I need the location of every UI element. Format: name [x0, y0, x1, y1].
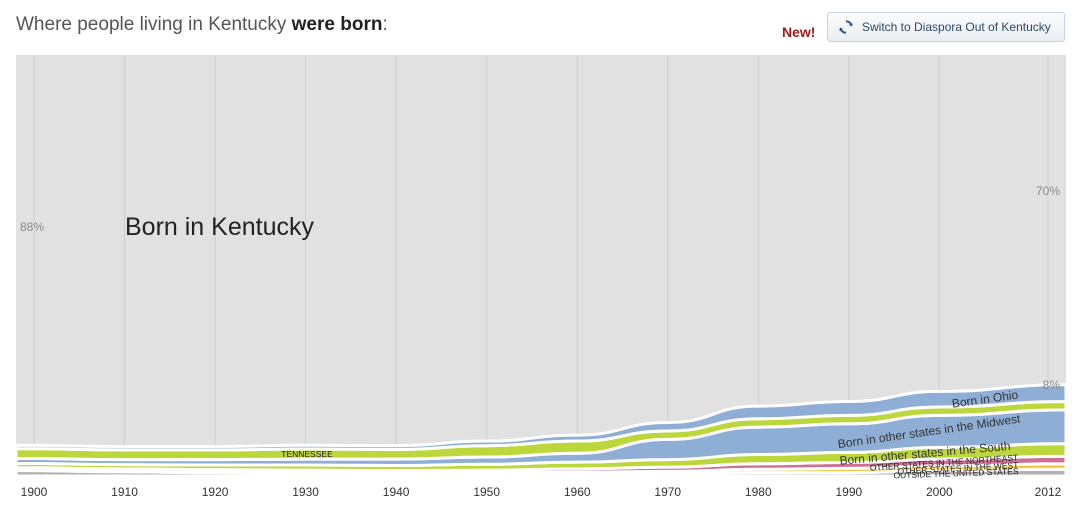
refresh-icon	[838, 19, 854, 35]
x-tick-1980: 1980	[745, 485, 772, 499]
x-tick-2012: 2012	[1035, 485, 1062, 499]
switch-diaspora-button[interactable]: Switch to Diaspora Out of Kentucky	[827, 12, 1065, 42]
kentucky-start-percent: 88%	[20, 220, 44, 234]
x-tick-1940: 1940	[383, 485, 410, 499]
title-suffix: :	[382, 14, 388, 35]
x-tick-1950: 1950	[473, 485, 500, 499]
x-tick-1990: 1990	[835, 485, 862, 499]
x-tick-1960: 1960	[564, 485, 591, 499]
x-tick-1920: 1920	[202, 485, 229, 499]
new-badge: New!	[782, 24, 816, 40]
x-tick-2000: 2000	[926, 485, 953, 499]
x-axis: 1900 1910 1920 1930 1940 1950 1960 1970 1980 1990…	[21, 485, 1062, 499]
midwest-end-percent: 8%	[1043, 378, 1061, 392]
x-tick-1910: 1910	[111, 485, 138, 499]
title-prefix: Where people living in Kentucky	[16, 14, 292, 35]
series-bands	[14, 383, 1068, 478]
switch-button-label: Switch to Diaspora Out of Kentucky	[862, 20, 1051, 34]
label-tennessee: TENNESSEE	[281, 449, 333, 459]
x-tick-1930: 1930	[292, 485, 319, 499]
kentucky-end-percent: 70%	[1036, 184, 1060, 198]
x-tick-1970: 1970	[654, 485, 681, 499]
chart-title: Where people living in Kentucky were bor…	[16, 14, 388, 36]
label-born-in-kentucky: Born in Kentucky	[125, 213, 314, 241]
x-tick-1900: 1900	[21, 485, 48, 499]
label-outside-us: OUTSIDE THE UNITED STATES	[893, 466, 1019, 480]
band-born-in-ohio	[14, 383, 1068, 452]
title-emphasis: were born	[291, 14, 383, 35]
